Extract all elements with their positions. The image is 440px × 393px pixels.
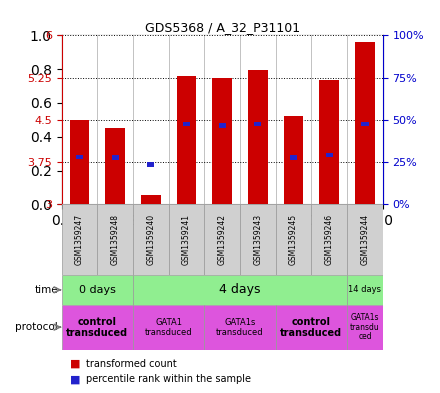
Text: GSM1359244: GSM1359244 (360, 214, 370, 265)
Text: GSM1359242: GSM1359242 (218, 214, 227, 265)
Bar (355, 42, 375, 204)
Text: GSM1359243: GSM1359243 (253, 214, 262, 265)
Bar (133, 204, 169, 275)
Bar (347, 275, 383, 305)
Bar (62, 204, 97, 275)
Text: 4 days: 4 days (219, 283, 261, 296)
Text: GSM1359245: GSM1359245 (289, 214, 298, 265)
Text: GSM1359247: GSM1359247 (75, 214, 84, 265)
Text: control
transduced: control transduced (280, 317, 342, 338)
Bar (133, 305, 204, 350)
Bar (347, 204, 383, 275)
Bar (147, 162, 154, 167)
Bar (204, 305, 276, 350)
Bar (276, 204, 312, 275)
Bar (105, 128, 125, 204)
Bar (361, 121, 369, 126)
Bar (284, 116, 304, 204)
Text: percentile rank within the sample: percentile rank within the sample (86, 374, 251, 384)
Bar (290, 155, 297, 160)
Bar (183, 121, 190, 126)
Text: GATA1
transduced: GATA1 transduced (145, 318, 192, 336)
Text: GSM1359248: GSM1359248 (110, 214, 120, 265)
Bar (276, 305, 347, 350)
Bar (133, 275, 347, 305)
Bar (326, 152, 333, 157)
Text: ■: ■ (70, 374, 81, 384)
Bar (141, 195, 161, 204)
Bar (169, 204, 204, 275)
Bar (62, 305, 133, 350)
Bar (254, 121, 261, 126)
Text: protocol: protocol (15, 322, 58, 332)
Text: transformed count: transformed count (86, 358, 176, 369)
Bar (112, 155, 119, 160)
Bar (76, 155, 83, 159)
Bar (204, 204, 240, 275)
Bar (177, 76, 196, 204)
Text: time: time (34, 285, 58, 295)
Text: GATA1s
transdu
ced: GATA1s transdu ced (350, 313, 380, 342)
Bar (62, 275, 133, 305)
Bar (213, 77, 232, 204)
Bar (70, 120, 89, 204)
Bar (219, 123, 226, 128)
Bar (319, 81, 339, 204)
Title: GDS5368 / A_32_P31101: GDS5368 / A_32_P31101 (145, 21, 300, 34)
Text: ■: ■ (70, 358, 81, 369)
Bar (312, 204, 347, 275)
Bar (248, 70, 268, 204)
Bar (240, 204, 276, 275)
Text: GSM1359246: GSM1359246 (325, 214, 334, 265)
Text: GSM1359241: GSM1359241 (182, 214, 191, 265)
Text: 14 days: 14 days (348, 285, 381, 294)
Bar (347, 305, 383, 350)
Bar (97, 204, 133, 275)
Text: GSM1359240: GSM1359240 (147, 214, 155, 265)
Text: control
transduced: control transduced (66, 317, 128, 338)
Text: GATA1s
transduced: GATA1s transduced (216, 318, 264, 336)
Text: 0 days: 0 days (79, 285, 116, 295)
